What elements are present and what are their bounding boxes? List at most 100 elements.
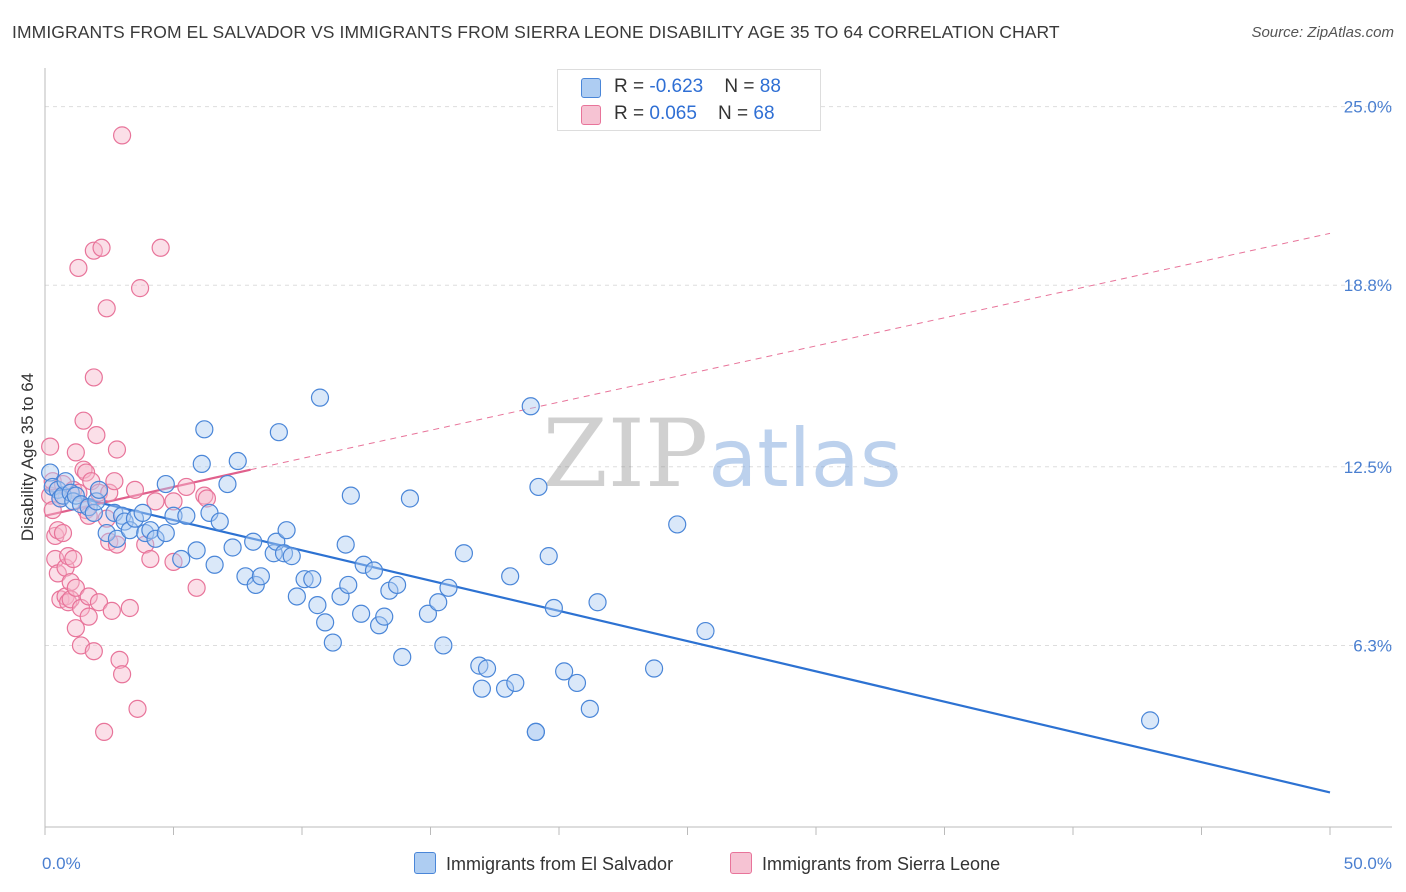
point-el-salvador (210, 512, 229, 531)
point-el-salvador (141, 521, 160, 540)
legend-label: Immigrants from El Salvador (446, 854, 674, 874)
point-el-salvador (495, 679, 515, 698)
y-tick-label: 18.8% (1344, 276, 1392, 295)
point-sierra-leone (64, 549, 83, 569)
point-sierra-leone (102, 601, 121, 620)
correlation-legend: R = -0.623 N = 88 R = 0.065 N = 68 (557, 69, 821, 131)
point-sierra-leone (195, 486, 214, 505)
point-el-salvador (588, 593, 607, 612)
point-el-salvador (84, 503, 103, 522)
point-el-salvador (339, 575, 358, 595)
point-el-salvador (696, 621, 715, 641)
point-el-salvador (156, 474, 175, 494)
point-el-salvador (387, 575, 407, 595)
point-el-salvador (66, 486, 85, 505)
point-sierra-leone (89, 593, 109, 612)
point-el-salvador (567, 673, 587, 693)
r-value: 0.065 (649, 103, 697, 124)
point-el-salvador (115, 512, 134, 531)
point-sierra-leone (112, 126, 132, 145)
point-el-salvador (164, 506, 183, 525)
point-el-salvador (544, 598, 563, 618)
point-sierra-leone (66, 578, 85, 597)
n-label: N = (724, 76, 760, 97)
point-el-salvador (529, 477, 548, 497)
point-sierra-leone (128, 699, 147, 718)
point-sierra-leone (120, 598, 139, 618)
point-sierra-leone (48, 521, 67, 540)
r-value: -0.623 (649, 76, 704, 97)
point-el-salvador (310, 388, 330, 407)
point-el-salvador (295, 570, 314, 589)
legend-swatch-pink (730, 852, 752, 874)
point-el-salvador (341, 486, 360, 505)
point-el-salvador (472, 679, 491, 698)
point-el-salvador (269, 423, 288, 442)
point-el-salvador (223, 538, 242, 557)
point-sierra-leone (105, 472, 124, 491)
point-sierra-leone (77, 463, 96, 482)
point-el-salvador (506, 673, 525, 693)
axes (44, 68, 1392, 835)
point-sierra-leone (79, 607, 98, 626)
point-sierra-leone (84, 368, 103, 387)
point-el-salvador (580, 699, 599, 718)
point-el-salvador (354, 555, 373, 574)
point-el-salvador (87, 492, 106, 511)
point-el-salvador (228, 451, 247, 471)
x-tick-label: 50.0% (1344, 854, 1392, 873)
point-sierra-leone (87, 425, 106, 445)
point-el-salvador (246, 575, 265, 595)
trend-line-sierra-leone-extension (250, 232, 1331, 471)
point-el-salvador (501, 567, 520, 586)
point-sierra-leone (177, 477, 196, 497)
watermark: ZIPatlas (542, 400, 901, 509)
point-sierra-leone (141, 549, 160, 569)
point-sierra-leone (110, 650, 129, 669)
point-el-salvador (521, 397, 540, 416)
point-el-salvador (434, 636, 453, 655)
chart-title: IMMIGRANTS FROM EL SALVADOR VS IMMIGRANT… (12, 22, 1060, 42)
points-sierra-leone (41, 126, 217, 742)
point-el-salvador (156, 523, 175, 543)
legend-swatch-blue (581, 78, 601, 98)
point-el-salvador (400, 489, 420, 508)
r-label: R = (614, 76, 650, 97)
point-sierra-leone (66, 443, 85, 462)
point-el-salvador (287, 587, 306, 606)
point-el-salvador (352, 604, 371, 623)
point-sierra-leone (107, 535, 127, 554)
grid-lines (45, 106, 1392, 646)
point-el-salvador (218, 474, 237, 494)
y-tick-label: 12.5% (1344, 458, 1392, 477)
point-el-salvador (439, 578, 458, 597)
point-el-salvador (370, 616, 389, 635)
points-el-salvador (41, 388, 1160, 742)
point-sierra-leone (69, 483, 88, 502)
point-sierra-leone (146, 492, 165, 511)
legend-swatch-blue (414, 852, 436, 874)
point-sierra-leone (97, 299, 116, 318)
point-el-salvador (195, 420, 214, 439)
point-el-salvador (172, 549, 191, 569)
y-tick-label: 25.0% (1344, 98, 1392, 117)
point-sierra-leone (66, 619, 85, 638)
point-el-salvador (375, 607, 394, 626)
point-sierra-leone (95, 722, 114, 742)
point-sierra-leone (79, 587, 98, 606)
point-el-salvador (364, 561, 384, 580)
point-el-salvador (133, 503, 152, 522)
point-sierra-leone (151, 238, 170, 257)
trend-line-el-salvador (44, 488, 1331, 794)
point-el-salvador (323, 633, 342, 652)
point-sierra-leone (53, 523, 73, 543)
point-el-salvador (41, 463, 60, 482)
point-el-salvador (668, 515, 687, 534)
legend-item-el-salvador: Immigrants from El Salvador (414, 852, 673, 875)
point-el-salvador (56, 472, 75, 491)
n-value: 88 (759, 76, 781, 97)
point-sierra-leone (107, 440, 127, 459)
point-sierra-leone (69, 258, 88, 278)
point-el-salvador (89, 480, 109, 499)
